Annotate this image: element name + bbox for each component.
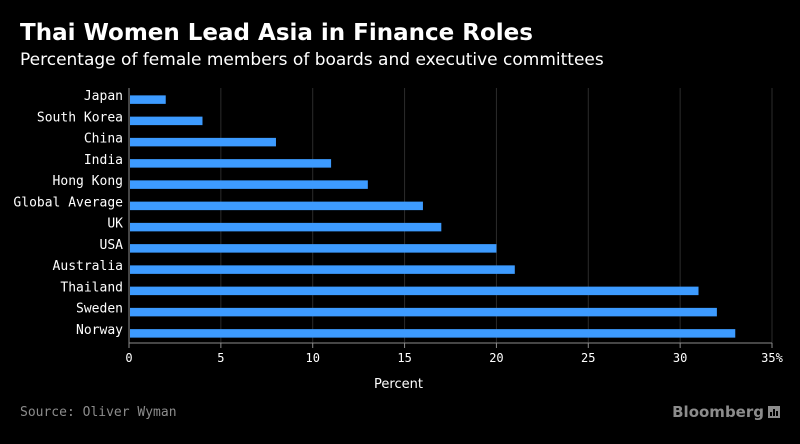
bar [130,286,699,296]
bar [130,95,166,104]
bars [130,95,736,338]
category-label: Sweden [76,302,123,317]
x-axis-title: Percent [374,377,423,392]
bar [130,329,736,338]
bar [130,137,276,147]
gridlines [220,88,773,343]
category-label: China [84,132,123,147]
bar [130,159,332,168]
bar [130,180,368,189]
x-tick-label: 20 [489,351,503,365]
category-label: Thailand [60,280,123,295]
chart-subtitle: Percentage of female members of boards a… [20,50,604,70]
x-tick-label: 5 [217,351,224,365]
bar [130,307,717,317]
x-tick-label: 25 [581,351,595,365]
x-tick-label: 0 [125,351,132,365]
category-label: Australia [53,259,123,274]
category-label: South Korea [37,110,123,125]
brand-logo: Bloomberg [672,403,780,421]
x-tick-label: 15 [397,351,411,365]
category-label: Norway [76,323,123,338]
category-label: UK [107,217,123,232]
bar [130,116,203,126]
x-tick-label: 30 [673,351,687,365]
bar [130,265,515,274]
category-label: Global Average [13,195,123,210]
bar-chart: Japan South Korea China India Hong Kong Globa… [13,88,784,392]
category-label: India [84,153,123,168]
category-label: USA [100,238,124,253]
x-tick-label: 10 [305,351,319,365]
x-axis: 0 5 10 15 20 25 30 35% [125,88,784,365]
category-label: Japan [84,89,123,104]
category-labels: Japan South Korea China India Hong Kong Globa… [13,89,123,338]
bar [130,222,442,232]
category-label: Hong Kong [53,174,123,189]
bar [130,201,423,211]
brand-name: Bloomberg [672,403,764,421]
x-tick-label: 35% [761,351,783,365]
chart-title: Thai Women Lead Asia in Finance Roles [20,20,533,46]
bar [130,244,497,253]
bar-chart-icon [768,406,780,418]
source-note: Source: Oliver Wyman [20,405,177,420]
